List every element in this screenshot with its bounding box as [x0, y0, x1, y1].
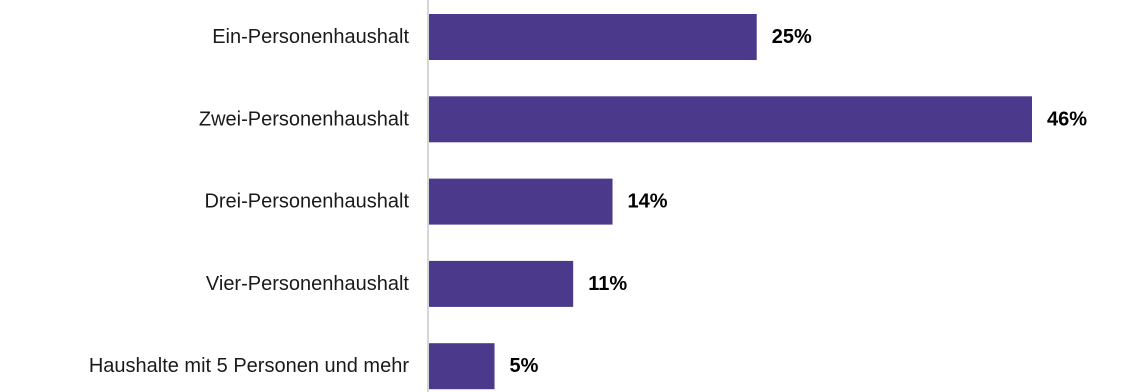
bar [429, 343, 495, 390]
data-label: 25% [772, 26, 812, 48]
bars-group: Ein-Personenhaushalt 25% Zwei-Personenhaus… [89, 14, 1087, 390]
bar [429, 96, 1032, 143]
data-label: 14% [628, 191, 668, 213]
data-label: 5% [510, 355, 539, 377]
bar [429, 178, 613, 225]
bar [429, 260, 574, 307]
bar [429, 14, 757, 60]
data-label: 46% [1047, 108, 1087, 130]
category-label: Vier-Personenhaushalt [206, 273, 410, 295]
category-label: Haushalte mit 5 Personen und mehr [89, 355, 410, 377]
data-label: 11% [588, 273, 627, 295]
category-label: Ein-Personenhaushalt [212, 26, 409, 48]
category-label: Drei-Personenhaushalt [204, 191, 409, 213]
category-label: Zwei-Personenhaushalt [199, 108, 410, 130]
